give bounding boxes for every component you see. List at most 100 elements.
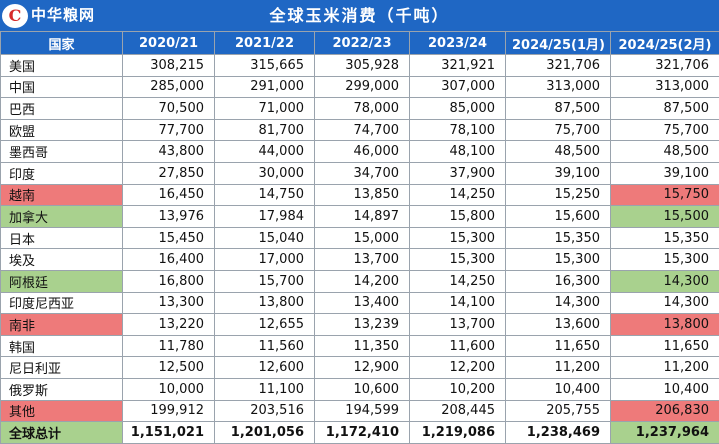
cell-value: 13,700 — [315, 249, 410, 271]
cell-country: 埃及 — [1, 249, 123, 271]
cell-value: 1,237,964 — [611, 422, 719, 444]
cell-value: 14,300 — [611, 292, 719, 314]
cell-value: 16,800 — [123, 270, 215, 292]
cell-value: 85,000 — [410, 98, 506, 120]
cell-country: 印度尼西亚 — [1, 292, 123, 314]
header-2024-25-feb: 2024/25(2月) — [611, 32, 719, 55]
cell-value: 13,220 — [123, 314, 215, 336]
cell-value: 15,300 — [611, 249, 719, 271]
cell-value: 15,750 — [611, 184, 719, 206]
cell-value: 15,450 — [123, 227, 215, 249]
cell-value: 46,000 — [315, 141, 410, 163]
cell-value: 14,200 — [315, 270, 410, 292]
cell-value: 15,000 — [315, 227, 410, 249]
cell-value: 81,700 — [215, 119, 315, 141]
cell-value: 12,500 — [123, 357, 215, 379]
cell-value: 194,599 — [315, 400, 410, 422]
cell-value: 13,600 — [506, 314, 611, 336]
cell-value: 10,400 — [611, 378, 719, 400]
cell-value: 11,600 — [410, 335, 506, 357]
header-2022-23: 2022/23 — [315, 32, 410, 55]
cell-value: 285,000 — [123, 76, 215, 98]
cell-country: 越南 — [1, 184, 123, 206]
consumption-table: 国家 2020/21 2021/22 2022/23 2023/24 2024/… — [0, 31, 719, 444]
cell-value: 15,600 — [506, 206, 611, 228]
cell-value: 87,500 — [506, 98, 611, 120]
cell-country: 俄罗斯 — [1, 378, 123, 400]
cell-value: 199,912 — [123, 400, 215, 422]
cell-value: 39,100 — [611, 162, 719, 184]
cell-value: 11,200 — [611, 357, 719, 379]
cell-value: 11,780 — [123, 335, 215, 357]
cell-country: 阿根廷 — [1, 270, 123, 292]
table-header-row: 国家 2020/21 2021/22 2022/23 2023/24 2024/… — [1, 32, 719, 55]
cell-value: 13,700 — [410, 314, 506, 336]
cell-value: 11,650 — [506, 335, 611, 357]
cell-country: 墨西哥 — [1, 141, 123, 163]
cell-value: 11,100 — [215, 378, 315, 400]
cell-value: 14,100 — [410, 292, 506, 314]
cell-value: 15,350 — [506, 227, 611, 249]
cell-country: 中国 — [1, 76, 123, 98]
cell-value: 70,500 — [123, 98, 215, 120]
cell-value: 206,830 — [611, 400, 719, 422]
cell-value: 48,100 — [410, 141, 506, 163]
cell-value: 10,000 — [123, 378, 215, 400]
cell-country: 加拿大 — [1, 206, 123, 228]
cell-value: 16,400 — [123, 249, 215, 271]
cell-value: 1,238,469 — [506, 422, 611, 444]
cell-value: 11,560 — [215, 335, 315, 357]
cell-value: 14,300 — [506, 292, 611, 314]
cell-country: 欧盟 — [1, 119, 123, 141]
cell-value: 15,250 — [506, 184, 611, 206]
cell-value: 11,350 — [315, 335, 410, 357]
cell-value: 48,500 — [506, 141, 611, 163]
cell-country: 全球总计 — [1, 422, 123, 444]
cell-value: 203,516 — [215, 400, 315, 422]
cell-value: 15,300 — [410, 227, 506, 249]
cell-value: 205,755 — [506, 400, 611, 422]
cell-value: 13,239 — [315, 314, 410, 336]
header-2021-22: 2021/22 — [215, 32, 315, 55]
cell-value: 34,700 — [315, 162, 410, 184]
cell-value: 307,000 — [410, 76, 506, 98]
cell-value: 1,201,056 — [215, 422, 315, 444]
cell-value: 13,850 — [315, 184, 410, 206]
cell-value: 321,706 — [506, 55, 611, 77]
cell-value: 10,200 — [410, 378, 506, 400]
cell-value: 1,219,086 — [410, 422, 506, 444]
cell-value: 15,800 — [410, 206, 506, 228]
cell-value: 313,000 — [611, 76, 719, 98]
cell-value: 30,000 — [215, 162, 315, 184]
cell-value: 15,500 — [611, 206, 719, 228]
cell-value: 313,000 — [506, 76, 611, 98]
cell-value: 13,800 — [215, 292, 315, 314]
cell-value: 1,151,021 — [123, 422, 215, 444]
cell-value: 15,700 — [215, 270, 315, 292]
cell-value: 11,650 — [611, 335, 719, 357]
header-2020-21: 2020/21 — [123, 32, 215, 55]
cell-value: 44,000 — [215, 141, 315, 163]
cell-country: 日本 — [1, 227, 123, 249]
page-title: 全球玉米消费（千吨） — [0, 0, 719, 31]
cell-value: 291,000 — [215, 76, 315, 98]
cell-value: 14,750 — [215, 184, 315, 206]
cell-country: 美国 — [1, 55, 123, 77]
cell-value: 14,250 — [410, 270, 506, 292]
cell-value: 75,700 — [611, 119, 719, 141]
cell-value: 39,100 — [506, 162, 611, 184]
cell-value: 75,700 — [506, 119, 611, 141]
cell-country: 其他 — [1, 400, 123, 422]
cell-value: 321,921 — [410, 55, 506, 77]
cell-value: 13,400 — [315, 292, 410, 314]
